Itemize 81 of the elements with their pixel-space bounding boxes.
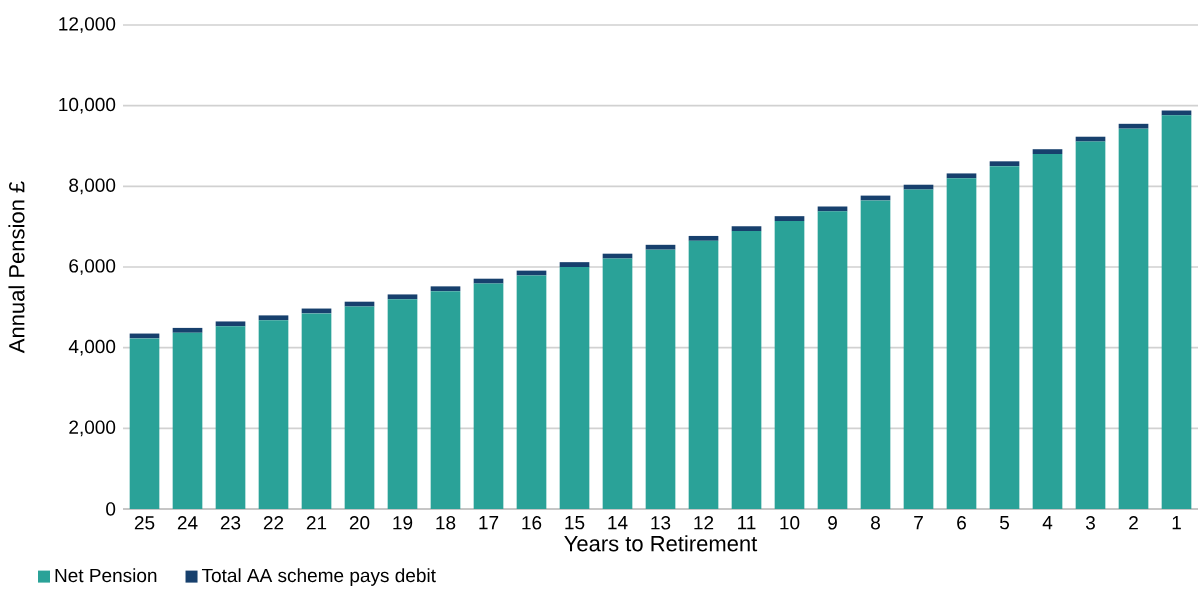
bar bbox=[774, 216, 805, 222]
bar bbox=[1161, 115, 1192, 509]
bar bbox=[1075, 141, 1106, 509]
bar bbox=[1032, 154, 1063, 509]
legend-label: Net Pension bbox=[55, 568, 157, 583]
bar bbox=[688, 235, 719, 241]
y-tick-label: 0 bbox=[106, 502, 116, 516]
bar bbox=[989, 166, 1020, 509]
bar bbox=[387, 299, 418, 509]
x-tick-label: 7 bbox=[914, 516, 923, 530]
bar bbox=[258, 315, 289, 321]
bar bbox=[215, 326, 246, 509]
x-tick-label: 24 bbox=[177, 516, 198, 530]
bar bbox=[172, 332, 203, 509]
x-tick-label: 2 bbox=[1129, 516, 1138, 530]
bar bbox=[774, 221, 805, 509]
bar bbox=[129, 338, 160, 509]
bar bbox=[903, 184, 934, 190]
bar bbox=[258, 320, 289, 509]
bar bbox=[559, 267, 590, 509]
bar bbox=[301, 313, 332, 509]
bar bbox=[1032, 149, 1063, 155]
bar bbox=[172, 327, 203, 333]
bar bbox=[602, 253, 633, 259]
bar bbox=[731, 226, 762, 232]
x-tick-label: 1 bbox=[1172, 516, 1181, 530]
bar bbox=[731, 231, 762, 509]
y-tick-label: 8,000 bbox=[69, 178, 116, 195]
x-tick-label: 18 bbox=[436, 516, 456, 530]
x-tick-label: 19 bbox=[393, 516, 413, 530]
x-tick-label: 5 bbox=[999, 516, 1010, 530]
bar bbox=[688, 240, 719, 509]
x-tick-label: 12 bbox=[694, 516, 714, 530]
bar bbox=[860, 200, 891, 509]
x-tick-label: 17 bbox=[479, 516, 499, 530]
x-tick-label: 8 bbox=[871, 516, 880, 530]
x-tick-label: 16 bbox=[522, 516, 542, 530]
bar bbox=[344, 301, 375, 307]
bar bbox=[473, 278, 504, 284]
x-tick-label: 15 bbox=[565, 516, 585, 530]
x-tick-label: 21 bbox=[306, 516, 327, 530]
x-tick-label: 11 bbox=[738, 516, 756, 530]
bar bbox=[215, 321, 246, 327]
x-tick-label: 10 bbox=[780, 516, 800, 530]
bar bbox=[1118, 123, 1149, 129]
y-tick-label: 4,000 bbox=[68, 339, 116, 356]
bar bbox=[559, 262, 590, 267]
x-tick-label: 22 bbox=[263, 516, 284, 530]
bar bbox=[989, 161, 1020, 167]
x-tick-label: 4 bbox=[1042, 516, 1053, 530]
x-tick-label: 25 bbox=[134, 516, 155, 530]
bar bbox=[946, 178, 977, 509]
y-tick-label: 10,000 bbox=[59, 97, 116, 114]
bar bbox=[430, 286, 461, 292]
x-tick-label: 20 bbox=[349, 516, 370, 530]
legend-label: Total AA scheme pays debit bbox=[201, 568, 436, 586]
bar bbox=[903, 189, 934, 509]
bar bbox=[430, 291, 461, 509]
x-tick-label: 23 bbox=[220, 516, 241, 530]
x-tick-label: 9 bbox=[828, 516, 837, 530]
bar bbox=[473, 283, 504, 509]
y-axis-title: Annual Pension £ bbox=[8, 181, 25, 354]
bar bbox=[817, 206, 848, 212]
bar bbox=[1075, 136, 1106, 142]
bar bbox=[946, 173, 977, 179]
bar bbox=[645, 249, 676, 509]
bar bbox=[645, 244, 676, 250]
x-tick-label: 14 bbox=[608, 516, 628, 530]
bar bbox=[344, 306, 375, 509]
bar bbox=[387, 294, 418, 300]
y-tick-label: 2,000 bbox=[69, 420, 116, 437]
bar bbox=[1118, 128, 1149, 509]
x-tick-label: 13 bbox=[651, 516, 671, 530]
bar bbox=[817, 211, 848, 509]
y-tick-label: 6,000 bbox=[69, 259, 116, 275]
bar bbox=[516, 275, 547, 509]
x-tick-label: 6 bbox=[957, 516, 966, 530]
x-axis-title: Years to Retirement bbox=[564, 535, 758, 552]
y-tick-label: 12,000 bbox=[59, 17, 116, 33]
x-tick-label: 3 bbox=[1085, 516, 1095, 530]
bar bbox=[602, 258, 633, 509]
